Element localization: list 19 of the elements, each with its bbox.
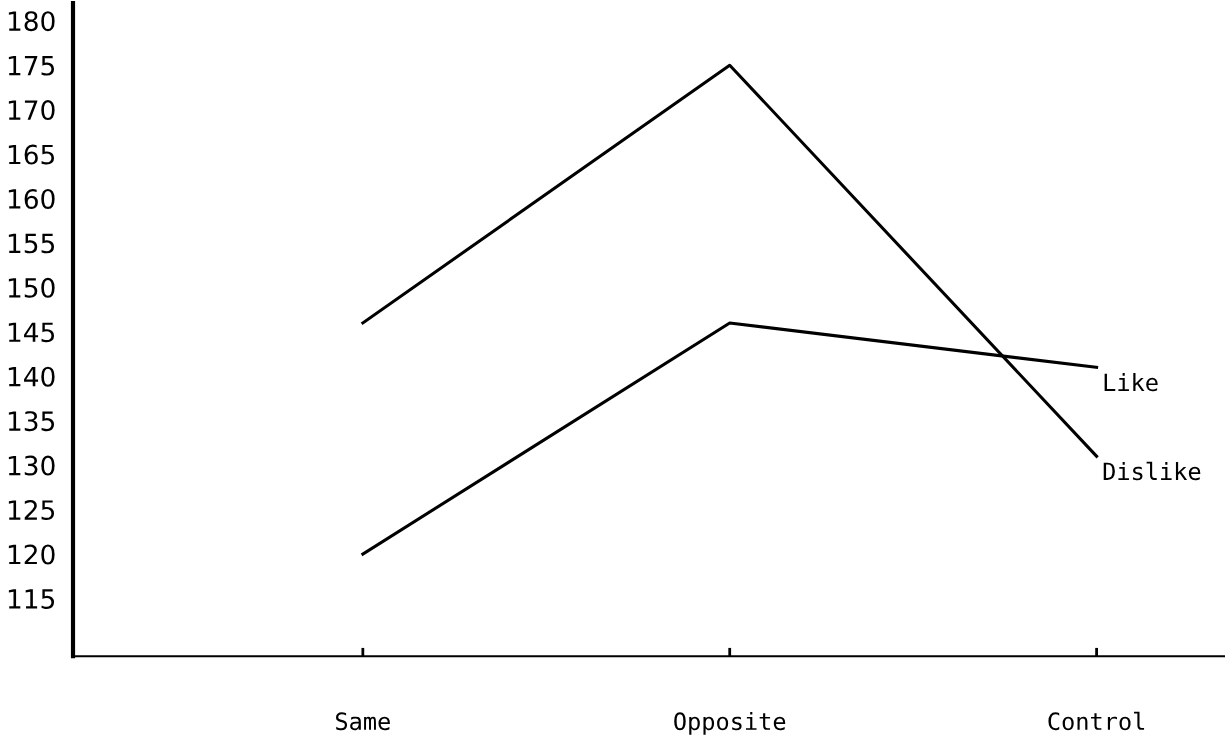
y-tick-label: 140	[8, 366, 55, 387]
y-tick-label: 180	[8, 11, 55, 32]
y-tick-label: 130	[8, 455, 55, 476]
series-label: Like	[1104, 373, 1158, 392]
x-tick-label: Control	[1048, 711, 1145, 731]
x-tick-label: Opposite	[674, 711, 786, 735]
y-tick-label: 175	[8, 56, 55, 76]
y-tick-label: 135	[8, 411, 55, 432]
y-tick-label: 170	[8, 100, 55, 121]
series-label: Dislike	[1103, 461, 1201, 481]
y-tick-label: 120	[8, 544, 55, 565]
x-tick-label: Same	[336, 712, 390, 731]
y-tick-label: 155	[8, 233, 55, 254]
y-tick-label: 165	[8, 144, 55, 165]
y-tick-label: 150	[8, 277, 55, 298]
y-tick-label: 125	[8, 500, 55, 520]
y-tick-label: 115	[8, 589, 55, 609]
y-tick-label: 145	[8, 322, 55, 343]
y-tick-label: 160	[8, 188, 55, 209]
